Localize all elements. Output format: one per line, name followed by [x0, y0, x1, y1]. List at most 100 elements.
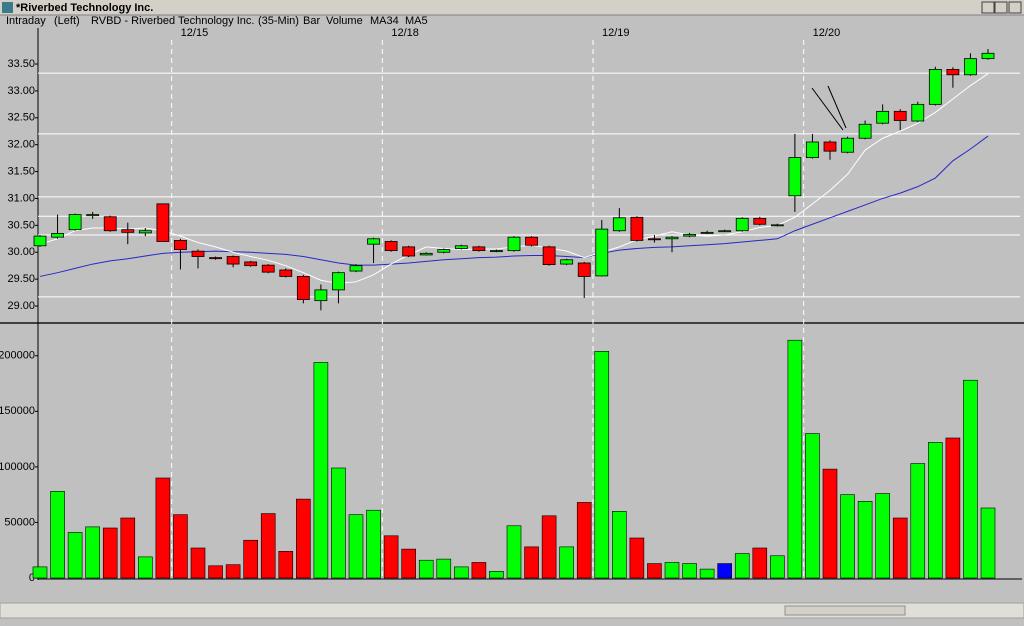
volume-bar: [296, 498, 311, 579]
volume-bar: [576, 502, 592, 579]
volume-bar: [524, 546, 539, 579]
volume-bar: [892, 517, 908, 579]
volume-bar: [822, 468, 838, 579]
candle-body: [174, 240, 187, 250]
volume-bar: [173, 514, 188, 579]
volume-bar: [138, 556, 153, 579]
volume-bar: [629, 537, 645, 579]
candle-body: [612, 217, 626, 232]
mode-label: Intraday: [6, 15, 46, 27]
candle-body: [33, 235, 47, 247]
volume-bar: [67, 532, 83, 579]
scroll-thumb[interactable]: [784, 605, 906, 616]
candle-body: [244, 261, 258, 267]
candle-body: [454, 245, 468, 249]
candle-body: [121, 229, 135, 233]
candle-body: [928, 69, 942, 105]
y-tick-label: 150000: [0, 405, 35, 417]
volume-bar: [682, 563, 697, 579]
volume-bar: [278, 551, 294, 579]
candle-body: [595, 228, 609, 277]
candle-body: [332, 272, 345, 291]
candle-body: [753, 217, 767, 225]
candle-body: [103, 216, 117, 232]
ma-line: [39, 135, 989, 277]
candle-body: [542, 246, 556, 266]
candle-body: [823, 141, 837, 152]
volume-label: Volume: [326, 15, 363, 27]
volume-bar: [50, 491, 65, 579]
y-tick-label: 50000: [4, 516, 35, 528]
x-tick-label: 12/15: [181, 27, 209, 39]
volume-bar: [32, 566, 48, 579]
candle-body: [700, 231, 714, 234]
close-button[interactable]: [1008, 1, 1022, 14]
y-tick-label: 200000: [0, 350, 35, 362]
volume-bar: [699, 568, 715, 579]
candle-body: [51, 233, 64, 238]
y-tick-label: 0: [29, 572, 35, 584]
candle-body: [788, 157, 802, 197]
app-icon: [2, 2, 13, 13]
volume-bar: [225, 564, 241, 579]
candle-body: [770, 224, 784, 227]
candle-body: [964, 58, 977, 76]
y-tick-label: 32.00: [7, 139, 35, 151]
volume-bar: [190, 547, 206, 579]
volume-bar: [612, 511, 627, 579]
y-tick-label: 32.50: [7, 112, 35, 124]
candle-body: [507, 236, 521, 252]
candle-body: [718, 230, 732, 233]
volume-bar: [102, 527, 118, 579]
legend-entry: MA34: [370, 15, 399, 27]
volume-bar: [85, 526, 100, 579]
volume-bar: [418, 559, 434, 579]
candle-body: [296, 276, 310, 300]
y-tick-label: 31.00: [7, 192, 35, 204]
legend-entry: MA5: [405, 15, 428, 27]
y-tick-label: 30.50: [7, 219, 35, 231]
interval-label: (35-Min): [258, 15, 299, 27]
restore-button[interactable]: [994, 1, 1008, 14]
y-tick-label: 100000: [0, 461, 35, 473]
volume-bar: [840, 494, 855, 579]
candle-body: [648, 238, 661, 241]
volume-bar: [717, 563, 732, 579]
volume-bar: [963, 379, 978, 579]
volume-bar: [541, 515, 557, 579]
candle-body: [806, 141, 819, 158]
candle-body: [156, 203, 170, 242]
candle-body: [437, 249, 451, 253]
candle-body: [841, 137, 854, 153]
volume-bar: [454, 566, 469, 579]
candle-body: [68, 214, 82, 231]
volume-bar: [647, 563, 662, 579]
window-title: *Riverbed Technology Inc.: [16, 2, 153, 14]
y-tick-label: 33.00: [7, 85, 35, 97]
candle-body: [876, 110, 890, 124]
candle-body: [683, 234, 696, 237]
y-tick-label: 29.50: [7, 273, 35, 285]
volume-bar: [383, 535, 399, 579]
volume-bar: [980, 507, 996, 579]
candle-body: [665, 236, 679, 240]
volume-bar: [857, 501, 873, 579]
x-tick-label: 12/18: [391, 27, 419, 39]
candle-body: [858, 123, 872, 139]
candle-body: [86, 214, 100, 217]
candle-body: [735, 217, 749, 232]
candle-body: [525, 236, 538, 246]
volume-bar: [260, 513, 276, 579]
title-bar: [0, 0, 1024, 15]
candle-body: [402, 246, 416, 257]
candle-body: [367, 238, 380, 245]
style-label: Bar: [303, 15, 320, 27]
minimize-button[interactable]: [981, 1, 995, 14]
candle-body: [191, 250, 205, 257]
scrollbar[interactable]: [0, 602, 1024, 619]
volume-bar: [664, 562, 680, 579]
candle-body: [490, 250, 503, 253]
volume-bar: [787, 339, 803, 579]
volume-bar: [120, 517, 136, 579]
